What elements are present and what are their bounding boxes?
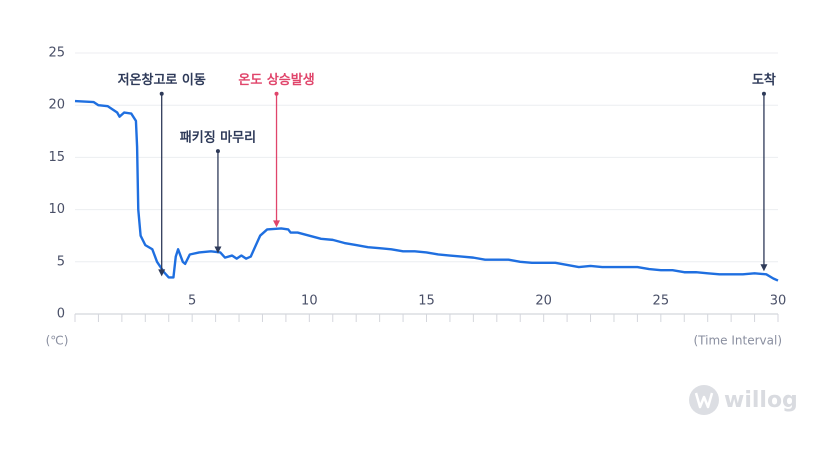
annotation-label: 도착 [752, 72, 776, 88]
annotation-label: 저온창고로 이동 [118, 72, 206, 88]
logo-glyph [694, 392, 714, 409]
x-tick-label: 10 [301, 294, 318, 309]
x-tick-label: 20 [535, 294, 552, 309]
y-tick-label: 20 [48, 98, 65, 113]
y-tick-label: 15 [48, 150, 65, 165]
y-tick-label: 25 [48, 46, 65, 61]
annotation-arrowhead [158, 269, 166, 277]
x-axis-label: (Time Interval) [694, 334, 783, 348]
x-tick-label: 25 [653, 294, 670, 309]
annotation-label: 패키징 마무리 [180, 130, 256, 146]
y-tick-label: 0 [57, 307, 65, 322]
annotation-arrowhead [214, 246, 222, 254]
series-line [74, 99, 779, 282]
y-axis-label: (℃) [46, 334, 69, 348]
x-tick-label: 15 [418, 294, 435, 309]
watermark: willog [724, 388, 798, 413]
annotation-label: 온도 상승발생 [238, 72, 314, 88]
annotation-arrowhead [273, 220, 281, 228]
x-tick-label: 30 [770, 294, 787, 309]
y-tick-label: 10 [48, 202, 65, 217]
y-tick-label: 5 [57, 254, 65, 269]
annotation-arrowhead [760, 264, 768, 272]
x-tick-label: 5 [188, 294, 196, 309]
